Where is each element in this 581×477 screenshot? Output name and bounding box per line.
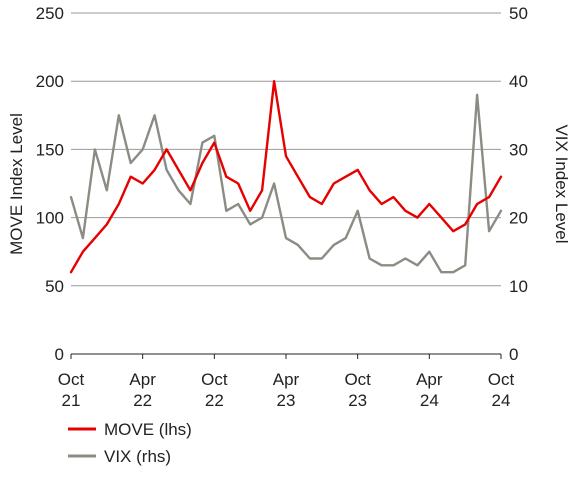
x-tick-label-month: Apr bbox=[129, 370, 156, 389]
x-tick-label-month: Oct bbox=[344, 370, 371, 389]
right-axis-title: VIX Index Level bbox=[552, 124, 571, 243]
x-tick-label-month: Oct bbox=[58, 370, 85, 389]
legend: MOVE (lhs) VIX (rhs) bbox=[68, 420, 192, 466]
x-tick-label-month: Oct bbox=[488, 370, 515, 389]
x-tick-label-year: 21 bbox=[62, 391, 81, 410]
x-tick-label-year: 24 bbox=[420, 391, 439, 410]
left-axis-ticks: 0 50 100 150 200 250 bbox=[36, 4, 64, 364]
x-tick-label-year: 22 bbox=[205, 391, 224, 410]
move-series-line bbox=[69, 79, 503, 274]
left-tick-label: 200 bbox=[36, 72, 64, 91]
right-tick-label: 0 bbox=[509, 345, 518, 364]
x-tick-label-month: Apr bbox=[416, 370, 443, 389]
x-tick-label-month: Oct bbox=[201, 370, 228, 389]
legend-label-vix: VIX (rhs) bbox=[104, 447, 171, 466]
x-tick-label-year: 22 bbox=[133, 391, 152, 410]
left-tick-label: 250 bbox=[36, 4, 64, 23]
x-tick-label-year: 23 bbox=[277, 391, 296, 410]
right-tick-label: 20 bbox=[509, 209, 528, 228]
left-tick-label: 50 bbox=[45, 277, 64, 296]
left-axis-title: MOVE Index Level bbox=[7, 113, 26, 255]
right-axis-ticks: 0 10 20 30 40 50 bbox=[509, 4, 528, 364]
right-tick-label: 10 bbox=[509, 277, 528, 296]
left-tick-label: 150 bbox=[36, 140, 64, 159]
right-tick-label: 30 bbox=[509, 140, 528, 159]
x-tick-label-year: 23 bbox=[348, 391, 367, 410]
right-tick-label: 50 bbox=[509, 4, 528, 23]
series-lines bbox=[69, 79, 503, 274]
x-tick-label-month: Apr bbox=[273, 370, 300, 389]
left-tick-label: 100 bbox=[36, 209, 64, 228]
left-tick-label: 0 bbox=[55, 345, 64, 364]
gridlines bbox=[71, 12, 501, 355]
vix-series-line bbox=[69, 93, 503, 274]
x-axis-ticks: Oct 21 Apr 22 Oct 22 Apr 23 Oct 23 Apr 24 Oct 24 bbox=[58, 354, 515, 410]
legend-label-move: MOVE (lhs) bbox=[104, 420, 192, 439]
x-tick-label-year: 24 bbox=[492, 391, 511, 410]
right-tick-label: 40 bbox=[509, 72, 528, 91]
